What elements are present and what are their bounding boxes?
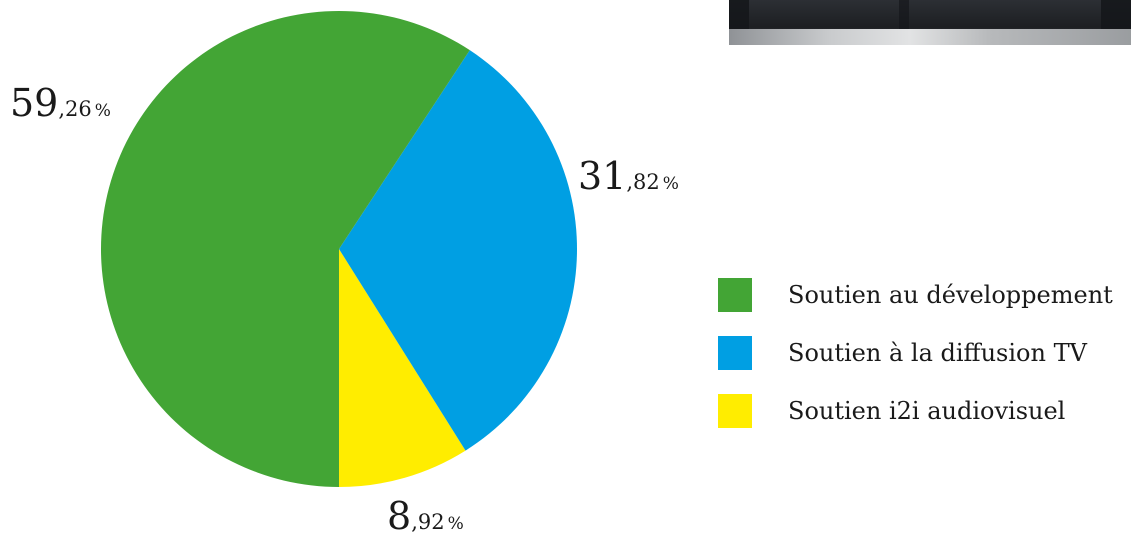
legend-label-diffusion-tv: Soutien à la diffusion TV	[788, 339, 1087, 367]
chart-legend: Soutien au développement Soutien à la di…	[718, 266, 1113, 440]
legend-label-developpement: Soutien au développement	[788, 281, 1113, 309]
legend-item-i2i: Soutien i2i audiovisuel	[718, 382, 1113, 440]
legend-label-i2i: Soutien i2i audiovisuel	[788, 397, 1066, 425]
legend-swatch-developpement	[718, 278, 752, 312]
pie-slice-developpement	[100, 11, 470, 487]
legend-item-diffusion-tv: Soutien à la diffusion TV	[718, 324, 1113, 382]
legend-item-developpement: Soutien au développement	[718, 266, 1113, 324]
slice-label-i2i: 8,92%	[387, 494, 464, 538]
legend-swatch-i2i	[718, 394, 752, 428]
photo-fragment	[729, 0, 1131, 45]
pie-slice-diffusion-tv	[339, 50, 578, 451]
slice-label-developpement: 59,26%	[10, 81, 111, 125]
legend-swatch-diffusion-tv	[718, 336, 752, 370]
slice-label-diffusion-tv: 31,82%	[578, 154, 679, 198]
pie-slice-i2i	[339, 249, 466, 487]
